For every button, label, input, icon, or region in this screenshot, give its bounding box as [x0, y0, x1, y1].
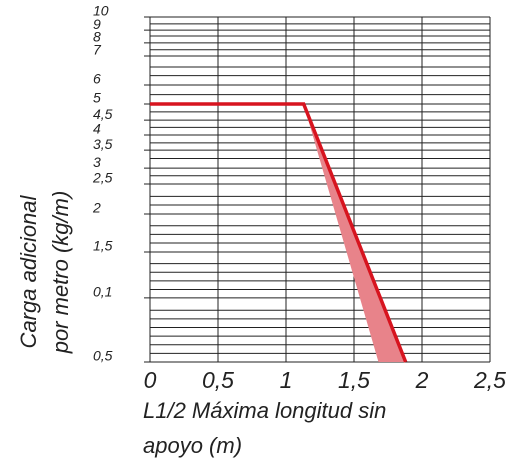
- y-tick-label: 0,1: [93, 284, 112, 300]
- y-tick-label: 3,5: [93, 136, 113, 152]
- y-tick-label: 2: [92, 200, 101, 216]
- y-tick-label: 3: [93, 154, 101, 170]
- x-tick-label: 0: [144, 367, 157, 393]
- line: [150, 102, 408, 363]
- y-tick-label: 2,5: [92, 170, 113, 186]
- x-tick-label: 1: [280, 367, 293, 393]
- y-tick-label: 4,5: [93, 106, 113, 122]
- x-tick-label: 2: [415, 367, 429, 393]
- y-tick-label: 1,5: [93, 238, 113, 254]
- x-tick-label: 2,5: [473, 367, 506, 393]
- y-tick-label: 0,5: [93, 348, 113, 364]
- y-axis-title: Carga adicional: [16, 194, 41, 348]
- x-tick-label: 0,5: [202, 367, 234, 393]
- y-tick-label: 7: [93, 42, 102, 58]
- y-tick-label: 4: [93, 121, 101, 137]
- y-tick-label: 6: [93, 71, 101, 87]
- x-axis-title: L1/2 Máxima longitud sin: [143, 398, 386, 423]
- x-axis-title: apoyo (m): [143, 433, 242, 458]
- y-tick-label: 8: [93, 29, 101, 45]
- x-tick-label: 1,5: [338, 367, 370, 393]
- y-tick-label: 10: [93, 3, 109, 19]
- y-tick-label: 9: [93, 16, 101, 32]
- y-axis-title: por metro (kg/m): [48, 191, 73, 355]
- y-tick-label: 5: [93, 90, 101, 106]
